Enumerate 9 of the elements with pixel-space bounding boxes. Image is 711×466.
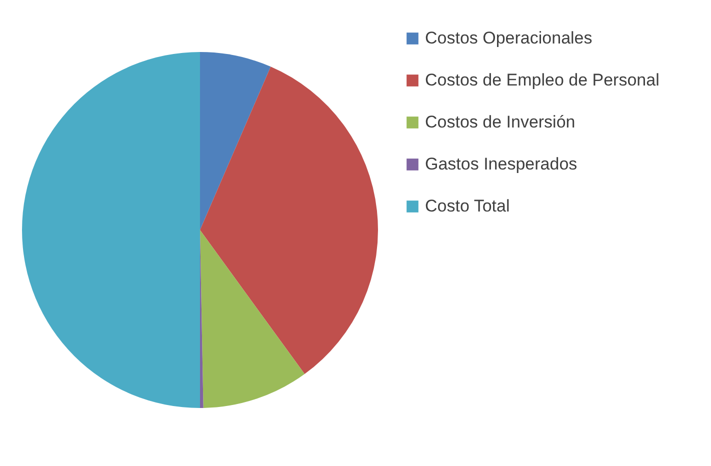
legend-label: Costo Total [425, 196, 510, 216]
pie-slice [200, 52, 271, 230]
legend-label: Costos Operacionales [425, 28, 592, 48]
legend-label: Costos de Empleo de Personal [425, 70, 660, 90]
pie-slice [200, 66, 378, 374]
pie-slice [22, 52, 200, 408]
legend-label: Gastos Inesperados [425, 154, 578, 174]
pie-slice [200, 230, 305, 408]
legend-label: Costos de Inversión [425, 112, 576, 132]
